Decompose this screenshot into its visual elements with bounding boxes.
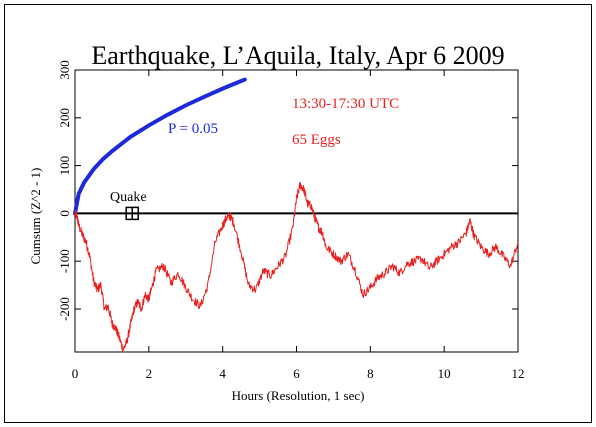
x-tick-label: 6: [293, 366, 300, 381]
y-axis-label: Cumsum (Z^2 - 1): [28, 168, 43, 265]
x-tick-label: 12: [512, 366, 525, 381]
quake-label: Quake: [110, 190, 147, 205]
x-tick-label: 8: [367, 366, 374, 381]
y-tick-label: 100: [57, 156, 72, 176]
x-axis-label: Hours (Resolution, 1 sec): [232, 388, 365, 403]
y-tick-label: 200: [57, 108, 72, 128]
probability-envelope-line: [73, 77, 247, 216]
p-value-annotation: P = 0.05: [168, 121, 218, 137]
x-tick-label: 0: [72, 366, 79, 381]
y-tick-label: 300: [57, 60, 72, 80]
x-tick-label: 2: [146, 366, 153, 381]
plot-area: 0 2 4 6 8 10 12 -200 -100 0 100 200 300: [57, 60, 525, 381]
chart-title: Earthquake, L’Aquila, Italy, Apr 6 2009: [91, 41, 504, 70]
time-range-annotation: 13:30-17:30 UTC: [292, 96, 399, 112]
y-tick-label: 0: [57, 210, 72, 217]
x-tick-label: 4: [219, 366, 226, 381]
y-tick-label: -100: [57, 249, 72, 273]
y-tick-label: -200: [57, 297, 72, 321]
quake-marker: [125, 206, 139, 221]
eggs-annotation: 65 Eggs: [292, 132, 341, 148]
x-tick-label: 10: [438, 366, 451, 381]
x-axis-ticks: 0 2 4 6 8 10 12: [72, 70, 525, 381]
y-axis-ticks: -200 -100 0 100 200 300: [57, 60, 518, 321]
cumsum-series-line: [74, 181, 519, 353]
